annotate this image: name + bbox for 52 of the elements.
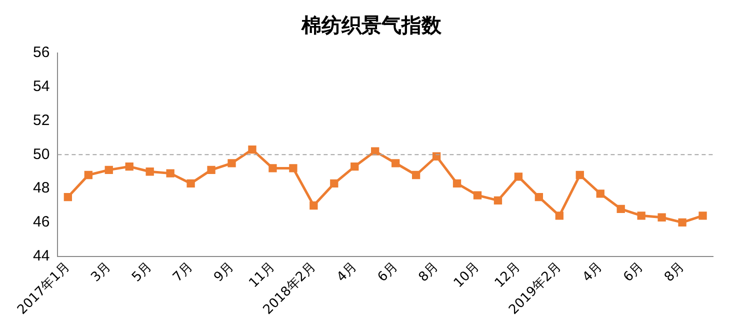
point [392, 159, 400, 168]
point [534, 192, 544, 202]
point [228, 159, 236, 168]
x-tick-label: 6月 [375, 259, 401, 286]
x-tick-label: 5月 [129, 259, 156, 286]
x-tick-label: 6月 [620, 259, 647, 286]
point [310, 201, 318, 210]
point [207, 166, 216, 174]
y-tick-label: 50 [32, 146, 50, 163]
x-tick-label: 7月 [170, 259, 196, 286]
point [698, 212, 707, 220]
x-tick-label: 10月 [451, 259, 483, 291]
y-tick-label: 44 [32, 247, 50, 264]
point [371, 147, 380, 156]
x-tick-label: 4月 [334, 259, 360, 286]
point [186, 179, 195, 188]
y-tick-label: 48 [32, 180, 50, 197]
point [473, 191, 482, 200]
point [350, 162, 359, 171]
x-tick-label: 11月 [246, 259, 278, 291]
point [452, 179, 462, 188]
point [268, 164, 277, 172]
point [412, 170, 420, 180]
y-tick-label: 54 [32, 78, 50, 96]
point [166, 169, 174, 178]
point [289, 164, 298, 172]
point [248, 146, 256, 154]
point [514, 172, 523, 181]
x-tick-label: 9月 [211, 259, 237, 286]
point [576, 170, 584, 180]
y-tick-label: 46 [32, 214, 50, 231]
point [330, 179, 338, 188]
chart-title: 棉纺织景气指数 [300, 13, 442, 38]
point [658, 213, 666, 222]
point [125, 162, 134, 171]
x-tick-label: 3月 [88, 259, 114, 286]
x-tick-label: 4月 [580, 259, 606, 286]
x-tick-label: 8月 [416, 259, 442, 286]
point [494, 196, 502, 204]
point [555, 212, 564, 220]
point [616, 204, 625, 213]
point [146, 168, 154, 176]
x-tick-label: 12月 [492, 259, 524, 291]
y-tick-label: 52 [32, 112, 50, 129]
point [104, 166, 113, 174]
point [637, 212, 646, 220]
point [678, 218, 686, 227]
point [596, 190, 604, 198]
point [64, 192, 72, 202]
x-tick-label: 8月 [662, 259, 688, 286]
point [84, 170, 92, 180]
y-tick-label: 56 [32, 44, 50, 62]
